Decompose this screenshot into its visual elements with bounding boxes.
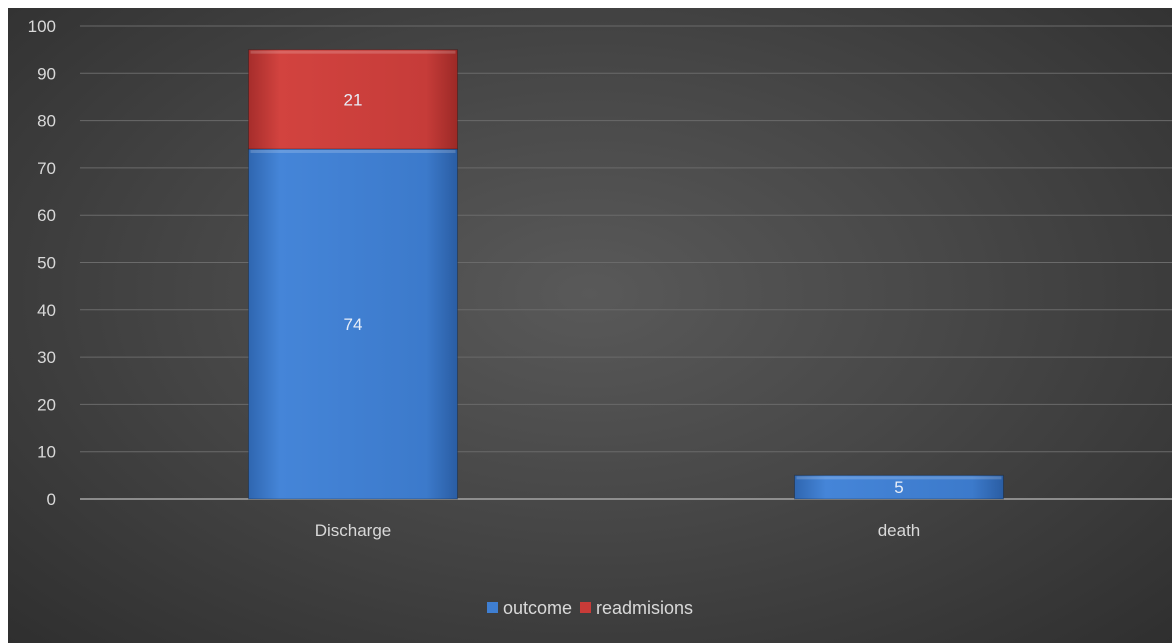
legend-swatch-outcome: [486, 602, 498, 613]
y-tick-label: 50: [37, 254, 56, 273]
y-tick-label: 10: [37, 443, 56, 462]
chart-area: 0 10 20 30 40 50 60 70 80 90 100 74 21 Discharge 5 deat…: [8, 8, 1172, 643]
legend-item-readmisions: readmisions: [580, 598, 693, 619]
stacked-bar-chart: 0 10 20 30 40 50 60 70 80 90 100 74 21 Discharge 5 deat…: [28, 17, 1172, 540]
bar-outcome-discharge: [248, 148, 458, 500]
y-tick-label: 100: [28, 17, 56, 36]
y-tick-label: 60: [37, 206, 56, 225]
y-tick-label: 70: [37, 159, 56, 178]
bar-readmisions-discharge: [248, 49, 458, 150]
legend-swatch-readmisions: [580, 602, 591, 613]
y-tick-label: 80: [37, 112, 56, 131]
legend-label: readmisions: [596, 598, 694, 618]
data-label-outcome-death: 5: [894, 478, 903, 497]
bar-bevel: [250, 149, 456, 153]
legend: outcome readmisions: [8, 598, 1172, 619]
legend-label: outcome: [502, 598, 572, 618]
data-label-outcome-discharge: 74: [344, 315, 363, 334]
y-tick-label: 90: [37, 64, 56, 83]
x-tick-label: Discharge: [315, 521, 392, 540]
bar-bevel: [250, 50, 456, 54]
data-label-readmisions-discharge: 21: [344, 90, 363, 109]
x-tick-label: death: [878, 521, 921, 540]
y-tick-label: 20: [37, 395, 56, 414]
legend-item-outcome: outcome: [486, 598, 572, 619]
bar-bevel: [796, 476, 1002, 480]
y-tick-label: 0: [47, 490, 56, 509]
bar-outcome-death: [794, 474, 1004, 500]
y-tick-label: 30: [37, 348, 56, 367]
y-tick-label: 40: [37, 301, 56, 320]
